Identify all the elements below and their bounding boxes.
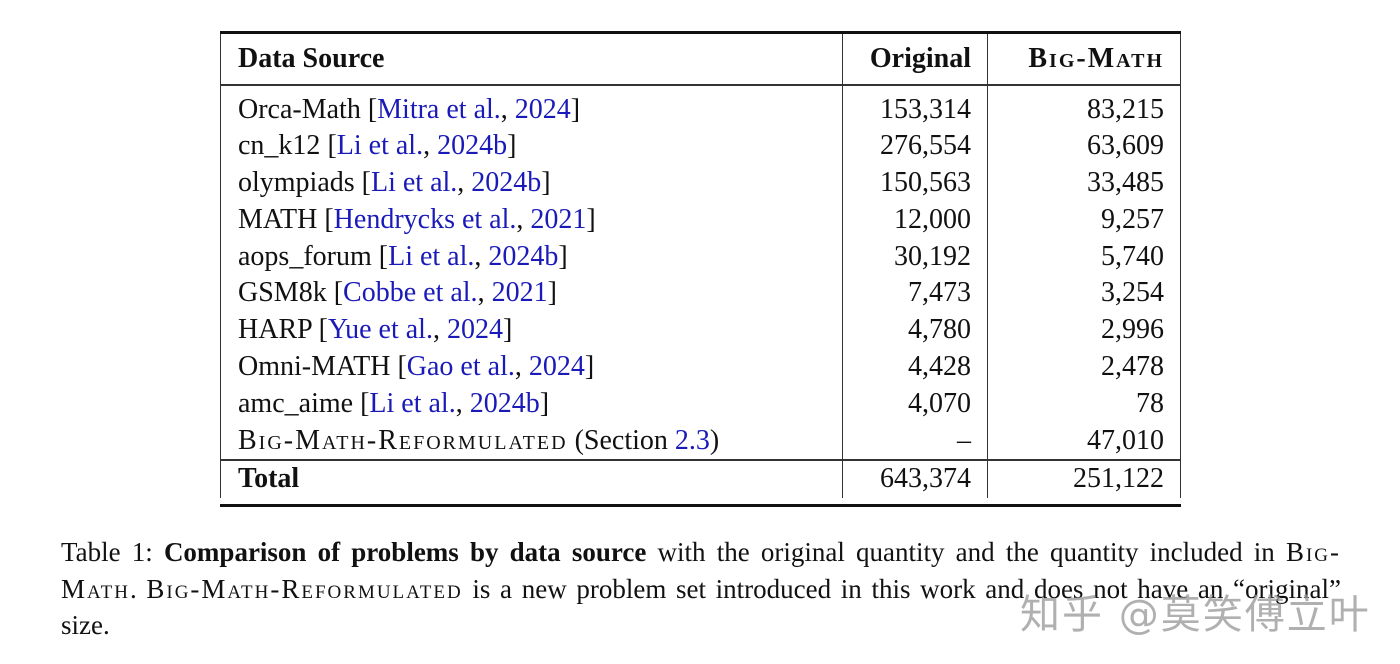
- top-rule: [220, 31, 1181, 34]
- bigmath-count: 9,257: [987, 201, 1181, 239]
- mid-rule: [220, 84, 1181, 86]
- citation-link[interactable]: Li et al.: [371, 167, 458, 199]
- table-row: Orca-Math [Mitra et al., 2024] 153,314 8…: [220, 85, 1181, 129]
- bigmath-count: 3,254: [987, 275, 1181, 313]
- header-row: Data Source Original Big-Math: [220, 34, 1181, 84]
- bigmath-count: 83,215: [987, 85, 1181, 129]
- source-cell: GSM8k [Cobbe et al., 2021]: [220, 275, 843, 313]
- source-name: Omni-MATH: [238, 351, 398, 383]
- citation-link[interactable]: Li et al.: [336, 130, 424, 162]
- source-name: amc_aime: [238, 387, 361, 419]
- table-row: Omni-MATH [Gao et al., 2024] 4,428 2,478: [220, 349, 1181, 386]
- source-name: aops_forum: [238, 240, 379, 272]
- citation-year-link[interactable]: 2024b: [471, 167, 542, 199]
- citation-link[interactable]: Cobbe et al.: [343, 277, 478, 309]
- section-ref-link[interactable]: 2.3: [674, 424, 710, 456]
- table-row: GSM8k [Cobbe et al., 2021] 7,473 3,254: [220, 275, 1181, 313]
- original-count: 30,192: [842, 238, 988, 276]
- source-cell: Big-Math-Reformulated (Section 2.3): [220, 422, 843, 460]
- original-count: 12,000: [842, 201, 988, 239]
- citation-link[interactable]: Hendrycks et al.: [333, 203, 517, 235]
- citation-year-link[interactable]: 2024b: [469, 387, 540, 419]
- citation-year-link[interactable]: 2024: [446, 314, 503, 346]
- original-count: 4,780: [842, 312, 988, 350]
- table-row: MATH [Hendrycks et al., 2021] 12,000 9,2…: [220, 201, 1181, 239]
- table-row: amc_aime [Li et al., 2024b] 4,070 78: [220, 385, 1181, 423]
- source-name: olympiads: [238, 167, 362, 199]
- original-count: 150,563: [842, 165, 988, 202]
- table-caption: Table 1: Comparison of problems by data …: [61, 537, 1342, 640]
- bigmath-count: 5,740: [987, 238, 1181, 276]
- table-row: olympiads [Li et al., 2024b] 150,563 33,…: [220, 165, 1181, 202]
- source-cell: amc_aime [Li et al., 2024b]: [220, 385, 843, 423]
- citation-year-link[interactable]: 2024b: [488, 240, 559, 272]
- total-bigmath: 251,122: [987, 460, 1181, 498]
- bigmath-count: 63,609: [987, 128, 1181, 166]
- citation-year-link[interactable]: 2021: [491, 277, 548, 309]
- source-name: MATH: [238, 203, 325, 235]
- header-big-math: Big-Math: [987, 34, 1181, 84]
- source-name: Orca-Math: [238, 93, 368, 125]
- total-label: Total: [220, 460, 843, 498]
- caption-label: Table 1:: [61, 537, 164, 567]
- citation-year-link[interactable]: 2021: [530, 203, 587, 235]
- table-row-reformulated: Big-Math-Reformulated (Section 2.3) – 47…: [220, 422, 1181, 460]
- original-count: 276,554: [842, 128, 988, 166]
- table-row: cn_k12 [Li et al., 2024b] 276,554 63,609: [220, 128, 1181, 166]
- total-rule: [220, 459, 1181, 461]
- bigmath-count: 2,478: [987, 349, 1181, 386]
- citation-link[interactable]: Li et al.: [369, 387, 456, 419]
- original-count: –: [842, 422, 988, 460]
- citation-link[interactable]: Yue et al.: [327, 314, 433, 346]
- original-count: 4,428: [842, 349, 988, 386]
- citation-link[interactable]: Mitra et al.: [377, 93, 501, 125]
- source-cell: Orca-Math [Mitra et al., 2024]: [220, 85, 843, 129]
- original-count: 7,473: [842, 275, 988, 313]
- source-name: HARP: [238, 314, 319, 346]
- data-source-table: Data Source Original Big-Math Orca-Math …: [220, 31, 1181, 507]
- total-original: 643,374: [842, 460, 988, 498]
- original-count: 153,314: [842, 85, 988, 129]
- source-name: Big-Math-Reformulated: [238, 424, 568, 456]
- bigmath-count: 33,485: [987, 165, 1181, 202]
- source-name: cn_k12: [238, 130, 328, 162]
- bottom-rule: [220, 503, 1181, 507]
- source-name: GSM8k: [238, 277, 334, 309]
- total-row: Total 643,374 251,122: [220, 460, 1181, 498]
- table-row: aops_forum [Li et al., 2024b] 30,192 5,7…: [220, 238, 1181, 276]
- source-cell: olympiads [Li et al., 2024b]: [220, 165, 843, 202]
- source-cell: cn_k12 [Li et al., 2024b]: [220, 128, 843, 166]
- caption-reformulated: Big-Math-Reformulated: [146, 573, 463, 604]
- table-row: HARP [Yue et al., 2024] 4,780 2,996: [220, 312, 1181, 350]
- original-count: 4,070: [842, 385, 988, 423]
- citation-link[interactable]: Li et al.: [388, 240, 475, 272]
- source-cell: MATH [Hendrycks et al., 2021]: [220, 201, 843, 239]
- caption-bold: Comparison of problems by data source: [163, 537, 647, 567]
- citation-year-link[interactable]: 2024: [528, 351, 585, 383]
- source-cell: Omni-MATH [Gao et al., 2024]: [220, 349, 843, 386]
- bigmath-count: 47,010: [987, 422, 1181, 460]
- header-original: Original: [842, 34, 988, 84]
- source-cell: HARP [Yue et al., 2024]: [220, 312, 843, 350]
- caption-bigmath: Big-Math: [61, 537, 1342, 604]
- watermark: 知乎 @莫笑傅立叶: [1020, 592, 1371, 638]
- citation-year-link[interactable]: 2024b: [437, 130, 508, 162]
- bigmath-count: 78: [987, 385, 1181, 423]
- header-data-source: Data Source: [220, 34, 843, 84]
- source-cell: aops_forum [Li et al., 2024b]: [220, 238, 843, 276]
- citation-year-link[interactable]: 2024: [514, 93, 571, 125]
- bigmath-count: 2,996: [987, 312, 1181, 350]
- citation-link[interactable]: Gao et al.: [406, 351, 515, 383]
